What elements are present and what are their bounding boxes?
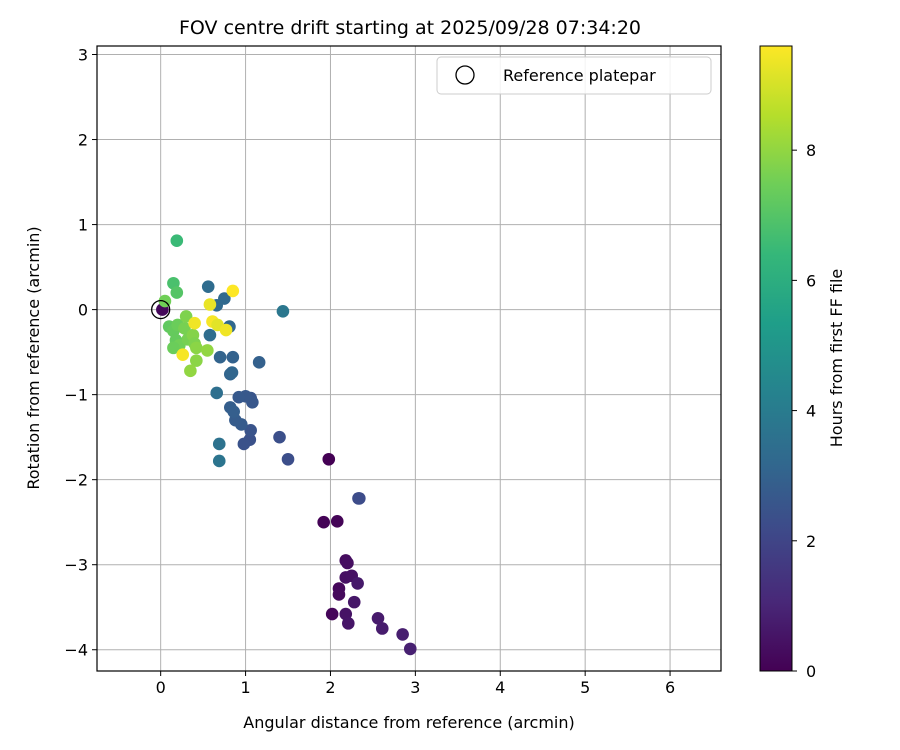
data-point bbox=[244, 424, 257, 437]
data-point bbox=[341, 617, 355, 630]
x-tick-label: 2 bbox=[325, 678, 335, 697]
data-point bbox=[167, 341, 180, 355]
data-point bbox=[375, 622, 389, 635]
data-point bbox=[347, 595, 361, 609]
legend-box bbox=[436, 56, 712, 95]
data-point bbox=[178, 322, 191, 335]
legend-label: Reference platepar bbox=[503, 66, 656, 85]
data-point bbox=[232, 390, 246, 404]
x-tick-label: 0 bbox=[156, 678, 166, 697]
data-point bbox=[212, 454, 226, 468]
colorbar-label: Hours from first FF file bbox=[827, 269, 846, 448]
data-point bbox=[190, 341, 203, 355]
reference-marker bbox=[151, 299, 171, 320]
x-tick-label: 6 bbox=[665, 678, 675, 697]
x-tick-label: 4 bbox=[495, 678, 505, 697]
data-point bbox=[170, 234, 184, 248]
data-point bbox=[252, 356, 266, 369]
x-axis-label: Angular distance from reference (arcmin) bbox=[243, 713, 574, 732]
y-axis-label: Rotation from reference (arcmin) bbox=[24, 226, 43, 489]
data-point bbox=[403, 642, 417, 656]
data-point bbox=[179, 310, 193, 323]
colorbar-tick-label: 2 bbox=[806, 532, 816, 551]
y-tick-label: −1 bbox=[64, 386, 88, 405]
data-point bbox=[226, 284, 240, 298]
data-point bbox=[201, 344, 214, 357]
data-point bbox=[225, 366, 239, 379]
data-point bbox=[317, 515, 330, 529]
colorbar: 0 2 4 6 8 Hours from first FF file bbox=[759, 45, 846, 681]
data-point bbox=[184, 364, 197, 378]
data-point bbox=[210, 386, 224, 400]
data-point bbox=[273, 430, 286, 444]
data-point bbox=[176, 348, 190, 361]
y-axis-ticks: −4 −3 −2 −1 0 1 2 3 bbox=[64, 46, 97, 660]
y-tick-label: 3 bbox=[78, 46, 88, 65]
y-tick-label: 2 bbox=[78, 131, 88, 150]
data-point bbox=[332, 588, 346, 601]
colorbar-tick-label: 6 bbox=[806, 271, 816, 290]
x-axis-ticks: 0 1 2 3 4 5 6 bbox=[156, 671, 675, 697]
data-point bbox=[226, 350, 240, 364]
data-point bbox=[227, 405, 240, 418]
colorbar-tick-label: 8 bbox=[806, 141, 816, 160]
data-point bbox=[190, 354, 203, 367]
colorbar-gradient bbox=[760, 46, 792, 671]
data-points bbox=[156, 234, 417, 656]
colorbar-tick-label: 0 bbox=[806, 662, 816, 681]
data-point bbox=[281, 452, 295, 466]
data-point bbox=[276, 305, 290, 318]
y-tick-label: −3 bbox=[64, 556, 88, 575]
plot-frame bbox=[96, 45, 722, 672]
data-point bbox=[237, 437, 251, 451]
data-point bbox=[396, 628, 409, 641]
y-tick-label: 0 bbox=[78, 301, 88, 320]
chart-title: FOV centre drift starting at 2025/09/28 … bbox=[179, 17, 641, 39]
reference-platepar-marker bbox=[151, 299, 171, 320]
colorbar-ticks: 0 2 4 6 8 bbox=[792, 141, 816, 681]
data-point bbox=[219, 323, 233, 337]
x-tick-label: 3 bbox=[410, 678, 420, 697]
data-point bbox=[325, 607, 339, 621]
grid-lines bbox=[97, 46, 721, 671]
x-tick-label: 5 bbox=[580, 678, 590, 697]
x-tick-label: 1 bbox=[240, 678, 250, 697]
data-point bbox=[212, 437, 226, 451]
data-point bbox=[203, 328, 217, 342]
colorbar-tick-label: 4 bbox=[806, 402, 816, 421]
y-tick-label: 1 bbox=[78, 216, 88, 235]
data-point bbox=[351, 577, 364, 590]
data-point bbox=[188, 316, 201, 330]
data-point bbox=[170, 286, 184, 299]
data-point bbox=[322, 452, 336, 466]
data-point bbox=[371, 611, 385, 625]
data-point bbox=[353, 492, 366, 505]
data-point bbox=[203, 298, 217, 311]
colorbar-frame bbox=[759, 45, 793, 672]
legend-marker bbox=[455, 65, 475, 85]
data-point bbox=[201, 280, 215, 293]
data-point bbox=[341, 556, 354, 570]
data-point bbox=[330, 515, 344, 528]
y-tick-label: −2 bbox=[64, 471, 88, 490]
data-point bbox=[213, 350, 227, 364]
y-tick-label: −4 bbox=[64, 641, 88, 660]
legend: Reference platepar bbox=[436, 56, 712, 95]
